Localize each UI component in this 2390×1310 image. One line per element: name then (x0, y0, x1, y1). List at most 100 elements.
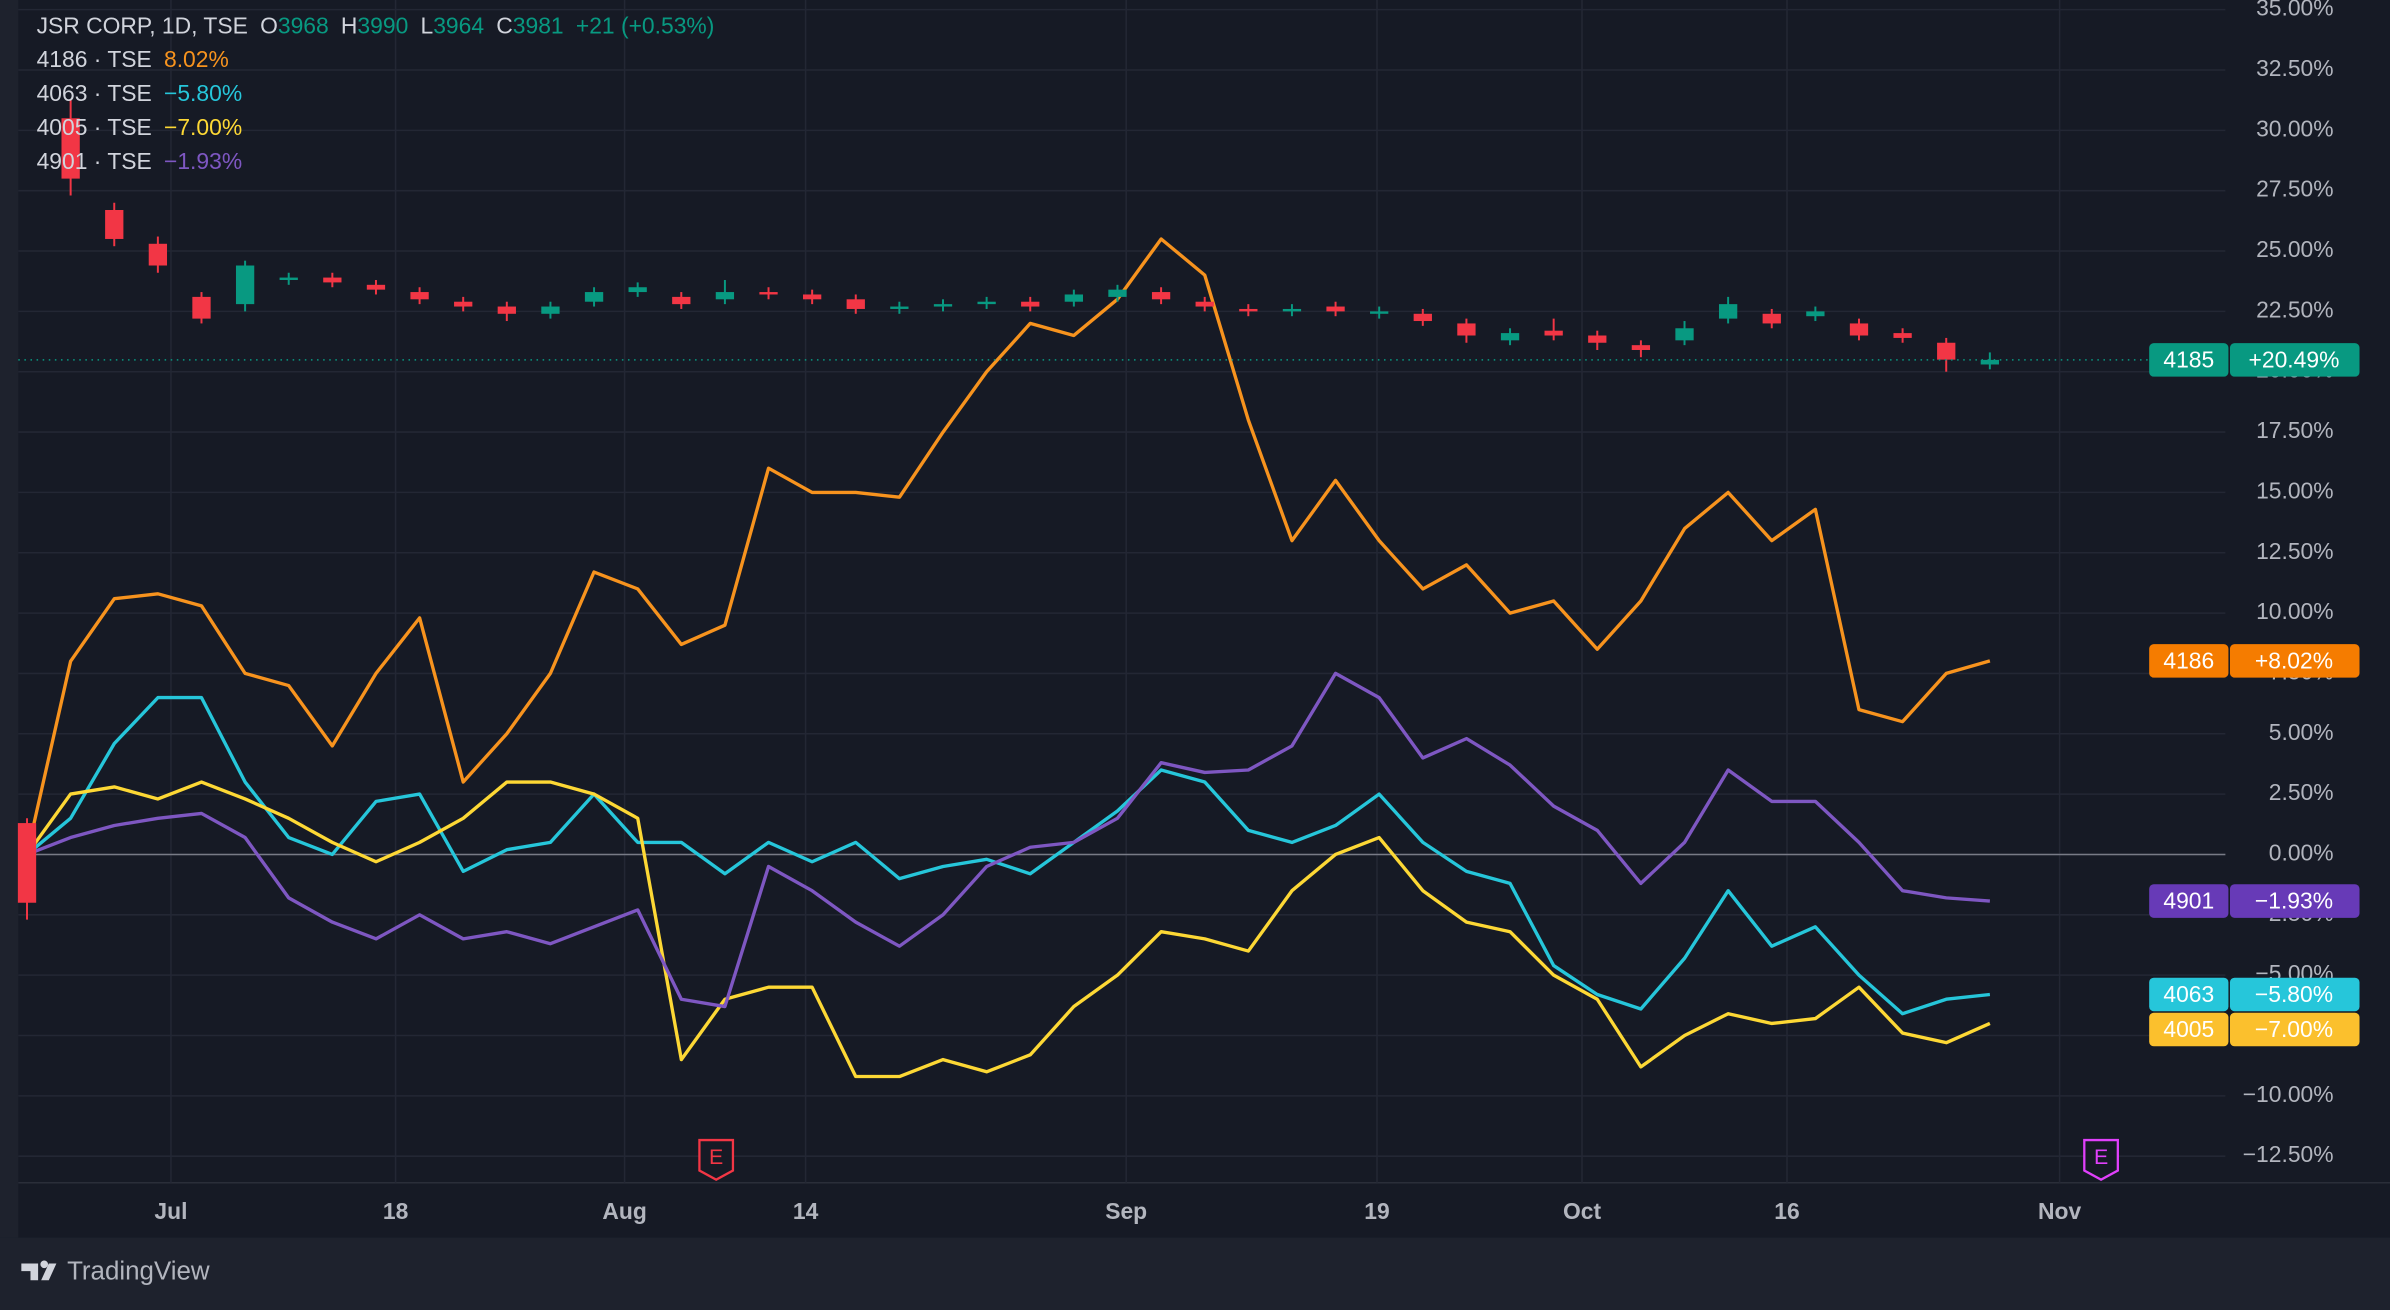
legend-entry: 4186 · TSE 8.02% (37, 46, 229, 72)
candle-body (933, 304, 953, 307)
tag-value: −5.80% (2255, 981, 2333, 1007)
header: JSR CORP, 1D, TSE O3968 H3990 L3964 C3981 +21… (37, 12, 715, 38)
candle-body (1893, 333, 1912, 338)
y-tick-label: 12.50% (2256, 538, 2334, 564)
legend-entry: 4063 · TSE −5.80% (37, 80, 243, 106)
candle-body (1718, 304, 1738, 319)
candle-body (497, 306, 516, 314)
tag-symbol-bg (2149, 884, 2229, 918)
tag-value-bg (2229, 977, 2360, 1012)
ohlc-label: H (341, 12, 358, 38)
legend-value: −1.93% (164, 148, 242, 174)
tag-value-bg (2229, 1012, 2360, 1047)
tag-symbol: 4901 (2163, 888, 2214, 914)
legend-value: −7.00% (164, 114, 242, 140)
candle-body (323, 277, 342, 283)
legend-entry: 4901 · TSE −1.93% (37, 148, 243, 174)
tag-value: +20.49% (2249, 346, 2340, 372)
left-strip (0, 0, 19, 1238)
candle-body (1762, 313, 1781, 324)
event-marker (2083, 1138, 2119, 1181)
tag-value-bg (2229, 644, 2360, 678)
ohlc-value: 3990 (357, 12, 408, 38)
tag-symbol-bg (2149, 343, 2229, 377)
tag-value-bg (2229, 343, 2360, 377)
plot (17, 98, 2226, 1079)
tag-value: −1.93% (2255, 888, 2333, 914)
candle-body (17, 823, 37, 903)
candle-body (1457, 323, 1476, 336)
y-tick-label: 30.00% (2256, 115, 2334, 141)
tag-value: −7.00% (2255, 1016, 2333, 1042)
candle-body (672, 296, 691, 305)
candle-body (366, 284, 386, 290)
tag-symbol: 4005 (2163, 1016, 2214, 1042)
ohlc-label: O (260, 12, 278, 38)
series-line (25, 695, 1991, 1016)
candle-body (759, 292, 778, 295)
y-tick-label: 17.50% (2256, 417, 2334, 443)
y-tick-label: 2.50% (2269, 779, 2334, 805)
legend-entry: 4005 · TSE −7.00% (37, 114, 243, 140)
candle-body (1195, 301, 1214, 307)
y-tick-label: 27.50% (2256, 176, 2334, 202)
candle-body (584, 292, 604, 302)
tag-symbol-bg (2149, 644, 2229, 678)
legend-name: 4186 · TSE (37, 46, 152, 72)
ohlc-label: L (421, 12, 434, 38)
candle-body (1849, 323, 1869, 336)
candle-body (192, 296, 211, 319)
y-tick-label: 0.00% (2269, 839, 2334, 865)
y-tick-label: 22.50% (2256, 296, 2334, 322)
series-line (25, 780, 1991, 1079)
change-label: +21 (+0.53%) (576, 12, 715, 38)
footer (0, 1237, 2390, 1310)
candle-body (1675, 328, 1694, 341)
ohlc-value: 3981 (513, 12, 564, 38)
candle-body (410, 292, 429, 300)
ohlc-value: 3968 (278, 12, 329, 38)
series-line (26, 671, 1991, 1009)
event-label: E (2094, 1145, 2108, 1169)
candle-body (1500, 333, 1520, 341)
y-tick-label: 35.00% (2256, 0, 2334, 21)
y-tick-label: 10.00% (2256, 598, 2334, 624)
tag-symbol-bg (2149, 977, 2229, 1012)
candle-body (148, 243, 168, 266)
y-tick-label: −10.00% (2243, 1081, 2334, 1107)
x-tick-label: Oct (1563, 1198, 1601, 1224)
candle-body (1151, 292, 1171, 300)
candle-body (541, 306, 560, 314)
overlay: E E JSR CORP, 1D, TSE O3968 H3990 L3964 C3981 +… (37, 12, 2360, 1181)
candle-body (1108, 289, 1127, 297)
event-marker (698, 1138, 735, 1181)
x-tick-label: 16 (1774, 1198, 1799, 1224)
tag-symbol: 4186 (2163, 647, 2214, 673)
ohlc-label: C (496, 12, 513, 38)
candle-body (846, 299, 865, 309)
candle-body (1631, 345, 1651, 350)
series-line (25, 237, 1991, 855)
tag-symbol: 4063 (2163, 981, 2214, 1007)
brand-name: TradingView (67, 1258, 210, 1286)
y-tick-label: −12.50% (2243, 1141, 2334, 1167)
y-tick-label: 32.50% (2256, 55, 2334, 81)
event-label: E (709, 1145, 723, 1169)
legend-name: 4005 · TSE (37, 114, 152, 140)
candle-body (715, 292, 735, 300)
candle-body (1588, 335, 1607, 343)
candle-body (454, 301, 473, 307)
tag-symbol-bg (2149, 1012, 2229, 1047)
tag-symbol: 4185 (2163, 346, 2214, 372)
candle-body (1282, 308, 1302, 312)
candle-body (61, 118, 80, 179)
y-tick-label: 25.00% (2256, 236, 2334, 262)
x-tick-label: Nov (2038, 1198, 2081, 1224)
candle-body (105, 209, 124, 239)
candle-body (1370, 311, 1389, 314)
candle-body (977, 301, 996, 305)
legend-name: 4901 · TSE (37, 148, 152, 174)
tag-value: +8.02% (2255, 647, 2333, 673)
x-tick-label: 19 (1364, 1198, 1389, 1224)
